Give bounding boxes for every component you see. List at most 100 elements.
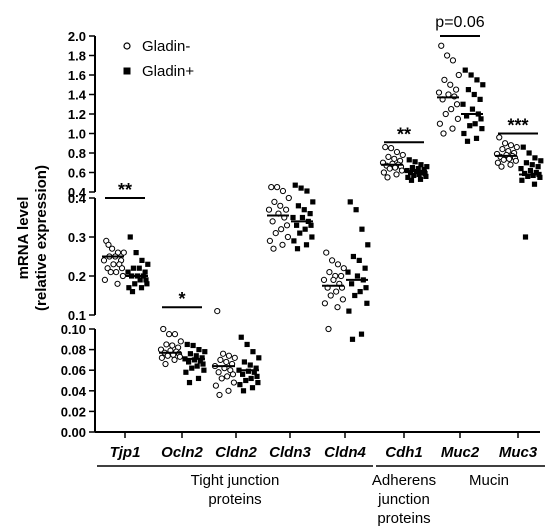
- data-point-open-circle: [223, 358, 230, 366]
- data-point-open-circle: [380, 169, 387, 176]
- legend-label-gladin-plus: Gladin+: [142, 63, 194, 80]
- data-point-open-circle: [329, 257, 336, 264]
- y-tick-label: 1.0: [68, 127, 86, 142]
- data-point-filled-square: [519, 177, 525, 183]
- data-point-filled-square: [477, 96, 483, 102]
- data-point-filled-square: [139, 257, 145, 263]
- data-point-open-circle: [384, 174, 391, 181]
- data-point-filled-square: [243, 377, 249, 384]
- data-point-open-circle: [164, 352, 171, 359]
- data-point-filled-square: [132, 281, 138, 287]
- data-point-filled-square: [467, 123, 473, 129]
- data-point-filled-square: [346, 308, 352, 314]
- y-tick-label: 0.08: [61, 343, 86, 358]
- data-point-filled-square: [353, 207, 359, 213]
- data-point-open-circle: [320, 276, 328, 283]
- data-point-filled-square: [423, 173, 429, 179]
- data-point-filled-square: [240, 371, 246, 377]
- significance-label: **: [397, 124, 411, 144]
- data-point-open-circle: [502, 140, 509, 147]
- data-point-filled-square: [125, 269, 131, 275]
- data-point-filled-square: [187, 351, 193, 357]
- data-point-open-circle: [453, 101, 461, 108]
- y-tick-label: 0.00: [61, 425, 86, 440]
- data-point-filled-square: [291, 238, 297, 244]
- data-point-open-circle: [225, 387, 232, 394]
- data-point-filled-square: [136, 265, 142, 271]
- data-point-open-circle: [277, 202, 284, 209]
- data-point-filled-square: [525, 173, 531, 179]
- data-point-filled-square: [137, 277, 143, 283]
- data-point-open-circle: [104, 265, 111, 272]
- data-point-open-circle: [449, 57, 457, 64]
- data-point-filled-square: [244, 341, 250, 348]
- data-point-open-circle: [393, 171, 400, 178]
- data-point-filled-square: [238, 334, 244, 340]
- data-point-filled-square: [354, 273, 361, 279]
- data-point-open-circle: [268, 184, 275, 191]
- data-point-filled-square: [190, 342, 196, 349]
- data-point-open-circle: [171, 356, 178, 363]
- data-point-filled-square: [189, 365, 195, 371]
- data-point-open-circle: [270, 245, 277, 252]
- data-point-filled-square: [408, 177, 415, 183]
- y-tick-label: 0.1: [68, 308, 86, 323]
- legend: Gladin- Gladin+: [123, 38, 194, 80]
- data-point-open-circle: [272, 230, 279, 237]
- data-point-filled-square: [303, 242, 310, 248]
- data-point-filled-square: [406, 157, 412, 163]
- data-point-filled-square: [202, 349, 208, 355]
- data-point-open-circle: [214, 308, 221, 315]
- data-point-open-circle: [441, 76, 448, 83]
- data-point-filled-square: [349, 281, 355, 287]
- data-point-open-circle: [171, 331, 179, 338]
- data-point-open-circle: [325, 325, 332, 333]
- data-point-open-circle: [499, 146, 506, 153]
- data-point-open-circle: [100, 257, 108, 264]
- data-point-open-circle: [158, 354, 165, 361]
- data-point-filled-square: [186, 379, 193, 386]
- y-tick-label: 0.6: [68, 166, 86, 181]
- category-label: Cldn2: [215, 444, 257, 461]
- data-point-open-circle: [500, 156, 507, 163]
- data-point-open-circle: [283, 206, 290, 213]
- significance-label: p=0.06: [435, 14, 484, 31]
- data-point-filled-square: [138, 285, 145, 291]
- data-point-filled-square: [184, 341, 190, 348]
- data-point-open-circle: [334, 261, 342, 268]
- data-point-open-circle: [445, 91, 452, 98]
- data-point-filled-square: [309, 234, 315, 240]
- data-point-open-circle: [494, 159, 501, 166]
- data-point-open-circle: [109, 245, 116, 252]
- data-point-open-circle: [334, 304, 341, 311]
- data-point-open-circle: [283, 222, 291, 229]
- data-point-filled-square: [251, 369, 257, 375]
- data-point-filled-square: [464, 113, 470, 119]
- group-label: Adherens: [372, 472, 436, 489]
- group-label: junction: [377, 491, 430, 508]
- data-point-filled-square: [297, 230, 303, 236]
- y-tick-label: 0.4: [68, 185, 87, 200]
- data-point-filled-square: [465, 87, 471, 93]
- data-point-filled-square: [127, 234, 133, 240]
- data-point-filled-square: [143, 277, 149, 283]
- y-axis-label-line1: mRNA level: [15, 197, 32, 280]
- data-point-filled-square: [240, 388, 247, 394]
- data-point-filled-square: [471, 91, 477, 98]
- data-point-open-circle: [113, 269, 120, 276]
- data-point-filled-square: [237, 382, 243, 388]
- data-point-filled-square: [537, 174, 543, 180]
- data-point-filled-square: [523, 160, 529, 166]
- data-point-filled-square: [126, 285, 132, 291]
- data-point-filled-square: [347, 199, 353, 205]
- data-point-filled-square: [472, 121, 478, 127]
- data-point-open-circle: [338, 272, 345, 280]
- data-point-filled-square: [479, 126, 485, 132]
- y-tick-label: 0.2: [68, 269, 86, 284]
- data-point-open-circle: [229, 371, 237, 378]
- data-point-open-circle: [496, 134, 503, 141]
- data-point-filled-square: [531, 181, 538, 187]
- data-point-open-circle: [382, 144, 389, 151]
- data-point-open-circle: [399, 151, 406, 159]
